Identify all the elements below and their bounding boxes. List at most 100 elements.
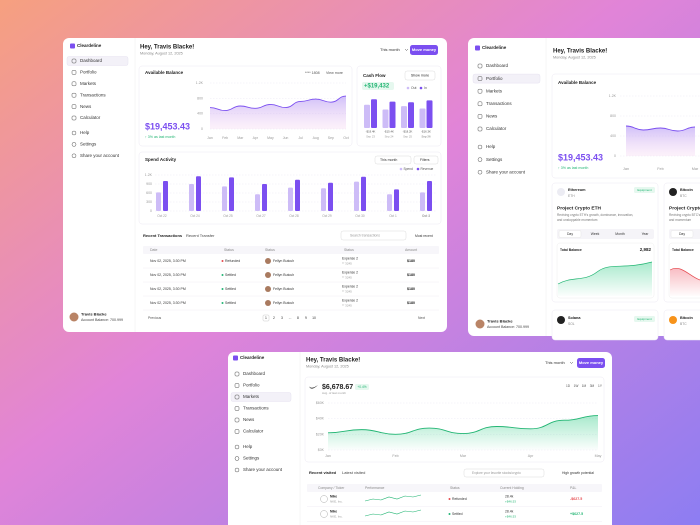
- page-number[interactable]: 9: [305, 316, 307, 320]
- nav-item[interactable]: Portfolio: [486, 76, 503, 81]
- cell: Fellyn Butcuh: [273, 273, 294, 277]
- button[interactable]: [404, 70, 436, 81]
- search-box[interactable]: [340, 230, 407, 241]
- nav-item[interactable]: News: [80, 104, 92, 109]
- tab[interactable]: Recent Transfer: [186, 233, 215, 238]
- nav-item[interactable]: Dashboard: [486, 63, 509, 68]
- page-number[interactable]: 10: [312, 316, 316, 320]
- nav-item[interactable]: Help: [486, 144, 496, 149]
- pagination[interactable]: Previous: [148, 316, 161, 320]
- tab[interactable]: Latest visited: [342, 470, 365, 475]
- legend-label: In: [424, 86, 427, 90]
- coin-ticker: SOL: [568, 322, 575, 326]
- y-tick-label: $60K: [316, 401, 325, 405]
- tab[interactable]: Recent visited: [309, 470, 337, 475]
- x-tick-label: Oct: [343, 136, 348, 140]
- bar-label: -$15.4K: [384, 130, 394, 134]
- range-tab[interactable]: 1D: [566, 384, 571, 388]
- nav-item[interactable]: Share your account: [243, 467, 283, 472]
- nav-item[interactable]: Share your account: [80, 153, 120, 158]
- nav-item[interactable]: Markets: [243, 394, 260, 399]
- bar: [196, 176, 201, 211]
- x-tick-label: Oct 22: [157, 214, 167, 218]
- coin-name: Bitcoin: [680, 188, 694, 192]
- period-filter[interactable]: This month: [380, 47, 400, 52]
- nav-item[interactable]: Settings: [243, 456, 260, 461]
- button[interactable]: [413, 155, 439, 165]
- tab[interactable]: Year: [642, 232, 650, 236]
- sparkline: [364, 509, 422, 517]
- nav-item[interactable]: Markets: [80, 81, 97, 86]
- pagination[interactable]: Next: [418, 316, 425, 320]
- button-label[interactable]: Move money: [412, 47, 437, 52]
- page-number[interactable]: ...: [289, 316, 292, 320]
- cell: -$627.5: [570, 497, 582, 501]
- range-tab[interactable]: 1M: [582, 384, 587, 388]
- page-number[interactable]: 3: [281, 316, 283, 320]
- range-tab[interactable]: 3M: [590, 384, 595, 388]
- sparkline: [364, 494, 422, 502]
- bar: [420, 192, 425, 211]
- sort[interactable]: Most recent: [415, 234, 433, 238]
- sort[interactable]: High growth potential: [562, 471, 594, 475]
- range-tab[interactable]: 1Y: [598, 384, 603, 388]
- brand-name: Cleardeline: [240, 355, 265, 360]
- nav-item[interactable]: Settings: [80, 142, 97, 147]
- column-header: Status: [344, 248, 354, 252]
- button-label[interactable]: Move money: [579, 360, 604, 365]
- nav-item[interactable]: Transactions: [243, 406, 269, 411]
- page-number[interactable]: 2: [273, 316, 275, 320]
- nav-item[interactable]: Calculator: [486, 126, 507, 131]
- nav-item[interactable]: Transactions: [486, 101, 512, 106]
- button[interactable]: [410, 45, 438, 55]
- nav-item[interactable]: Portfolio: [243, 383, 260, 388]
- button-label[interactable]: Show more: [411, 73, 429, 77]
- nav-icon: [71, 115, 77, 121]
- nav-item[interactable]: Settings: [486, 157, 503, 162]
- stock-change: +0.4%: [357, 385, 366, 389]
- column-header: Status: [224, 248, 234, 252]
- button-label[interactable]: Filters: [420, 158, 430, 162]
- range-tab[interactable]: 1W: [574, 384, 579, 388]
- column-header: P&L: [570, 486, 577, 490]
- cell: Nov 02, 2025, 3:30 PM: [150, 287, 186, 291]
- bar: [255, 194, 260, 211]
- tab[interactable]: Recent Transactions: [143, 233, 183, 238]
- nav-item[interactable]: Calculator: [80, 115, 101, 120]
- nav-icon: [477, 63, 483, 69]
- card-number: **** 1808: [305, 71, 320, 75]
- nav-item[interactable]: Markets: [486, 88, 503, 93]
- page-number[interactable]: 8: [297, 316, 299, 320]
- search-placeholder[interactable]: Explore your favorite stocks/crypto: [472, 471, 521, 475]
- nav-item[interactable]: News: [243, 417, 255, 422]
- search-box[interactable]: [463, 468, 545, 478]
- nav-item[interactable]: Dashboard: [80, 58, 103, 63]
- nav-item[interactable]: Help: [80, 130, 90, 135]
- period-filter[interactable]: This month: [545, 360, 565, 365]
- tab[interactable]: Week: [591, 232, 600, 236]
- page-number[interactable]: 1: [265, 316, 267, 320]
- nav-item[interactable]: Help: [243, 444, 253, 449]
- search-placeholder[interactable]: Search transactions: [350, 233, 380, 237]
- period-filter[interactable]: This month: [380, 158, 397, 162]
- tab[interactable]: Month: [615, 232, 625, 236]
- card-title: Available Balance: [558, 80, 597, 85]
- button[interactable]: [374, 155, 412, 165]
- nav-item[interactable]: News: [486, 114, 498, 119]
- tab[interactable]: Day: [567, 232, 573, 236]
- nav-icon: [234, 429, 240, 434]
- button[interactable]: [577, 358, 605, 368]
- x-tick-label: Oct 27: [256, 214, 266, 218]
- nav-icon: [477, 88, 483, 94]
- nav-item[interactable]: Calculator: [243, 429, 264, 434]
- cell: 28.4k: [505, 510, 514, 514]
- nav-item[interactable]: Transactions: [80, 92, 106, 97]
- cell: ** 3245: [342, 261, 352, 265]
- nav-item[interactable]: Dashboard: [243, 371, 266, 376]
- tab[interactable]: Day: [679, 232, 685, 236]
- nav-item[interactable]: Share your account: [486, 169, 526, 174]
- link[interactable]: View more: [326, 71, 343, 75]
- nav-icon: [234, 394, 240, 400]
- nav-item[interactable]: Portfolio: [80, 70, 97, 75]
